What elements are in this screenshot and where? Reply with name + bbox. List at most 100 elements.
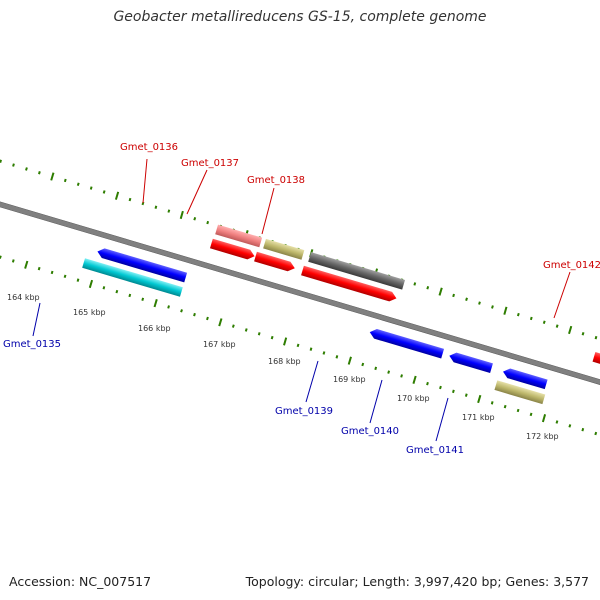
scale-tick (231, 324, 235, 328)
gene-label-gmet-0138[interactable]: Gmet_0138 (247, 175, 305, 186)
scale-tick (413, 282, 417, 286)
scale-tick (206, 220, 210, 225)
scale-tick (141, 297, 145, 301)
scale-tick (335, 355, 339, 359)
scale-tick (452, 293, 455, 298)
scale-label-172: 172 kbp (526, 432, 559, 441)
scale-tick (387, 370, 391, 374)
scale-tick (477, 394, 482, 404)
scale-tick (38, 171, 41, 175)
scale-tick (374, 366, 378, 371)
scale-tick (180, 309, 183, 313)
gene-label-gmet-0136[interactable]: Gmet_0136 (120, 142, 178, 153)
scale-tick (412, 375, 417, 384)
gene-gmet-0139-cds[interactable] (368, 327, 445, 359)
scale-tick (257, 332, 261, 336)
scale-tick (503, 306, 508, 315)
scale-tick (594, 335, 598, 340)
scale-tick (115, 289, 119, 294)
scale-tick (503, 404, 507, 409)
gene-gmet-0138-cds[interactable] (301, 265, 398, 303)
scale-tick (128, 197, 132, 202)
gene-gmet-0141-feature[interactable] (494, 380, 546, 405)
genome-backbone (0, 171, 600, 416)
scale-tick (76, 278, 80, 282)
gene-gmet-0136-feature[interactable] (215, 224, 263, 248)
scale-tick (309, 347, 313, 351)
scale-tick (167, 305, 170, 309)
scale-tick (347, 356, 352, 365)
scale-label-170: 170 kbp (397, 394, 430, 403)
scale-tick (568, 424, 572, 428)
gene-gmet-0135-cds[interactable] (96, 247, 188, 283)
gene-label-gmet-0142[interactable]: Gmet_0142 (543, 260, 600, 271)
gene-gmet-0141-cds[interactable] (502, 367, 548, 390)
scale-tick (89, 186, 93, 190)
scale-tick (581, 332, 585, 336)
scale-label-165: 165 kbp (73, 308, 106, 317)
scale-tick (206, 316, 209, 321)
scale-tick (361, 362, 365, 367)
scale-tick (555, 420, 559, 424)
scale-tick (154, 205, 158, 209)
scale-tick (218, 318, 223, 327)
scale-tick (464, 393, 468, 397)
scale-tick (50, 270, 54, 275)
scale-tick (529, 412, 533, 417)
gene-gmet-0137-cds[interactable] (254, 251, 296, 273)
scale-tick (102, 286, 106, 290)
outer-tick-ring (0, 159, 598, 340)
scale-tick (244, 328, 248, 332)
gene-label-gmet-0141[interactable]: Gmet_0141 (406, 445, 464, 456)
scale-tick (283, 337, 288, 346)
scale-tick (452, 389, 455, 394)
scale-tick (322, 351, 326, 355)
scale-tick (555, 324, 559, 328)
gene-label-gmet-0135[interactable]: Gmet_0135 (3, 339, 61, 350)
genome-stats-text: Topology: circular; Length: 3,997,420 bp… (245, 574, 589, 589)
gene-label-gmet-0139[interactable]: Gmet_0139 (275, 406, 333, 417)
scale-tick (24, 260, 29, 269)
scale-tick (426, 381, 429, 386)
scale-tick (11, 259, 15, 263)
scale-tick (25, 167, 28, 171)
scale-tick (438, 287, 443, 296)
scale-tick (63, 178, 67, 183)
scale-label-167: 167 kbp (203, 340, 236, 349)
scale-tick (63, 274, 67, 279)
scale-label-169: 169 kbp (333, 375, 366, 384)
scale-tick (114, 191, 120, 200)
scale-tick (400, 374, 403, 378)
scale-label-164: 164 kbp (7, 293, 40, 302)
scale-tick (12, 163, 15, 167)
scale-tick (193, 217, 197, 221)
map-title: Geobacter metallireducens GS-15, complet… (113, 9, 487, 25)
gene-gmet-0137-feature[interactable] (263, 238, 305, 260)
scale-tick (102, 190, 106, 194)
gene-gmet-0140-cds[interactable] (448, 351, 493, 373)
accession-text: Accession: NC_007517 (9, 574, 152, 589)
gene-gmet-0136-cds[interactable] (209, 238, 256, 261)
gene-label-gmet-0140[interactable]: Gmet_0140 (341, 426, 399, 437)
scale-tick (542, 320, 546, 324)
scale-tick (541, 414, 547, 423)
scale-tick (478, 301, 481, 305)
scale-tick (296, 343, 300, 348)
scale-tick (88, 279, 94, 289)
scale-tick (167, 209, 171, 213)
gene-gmet-0138-feature[interactable] (308, 252, 406, 290)
gene-gmet-0135-feature[interactable] (82, 258, 183, 297)
scale-tick (439, 385, 442, 390)
scale-tick (426, 286, 430, 290)
scale-tick (76, 182, 80, 186)
scale-tick (516, 312, 520, 317)
scale-tick (594, 431, 598, 436)
scale-tick (193, 312, 196, 317)
scale-tick (0, 159, 2, 163)
scale-label-168: 168 kbp (268, 357, 301, 366)
gene-label-gmet-0137[interactable]: Gmet_0137 (181, 158, 239, 169)
scale-tick (128, 293, 132, 298)
scale-tick (179, 210, 184, 220)
scale-tick (0, 255, 2, 259)
